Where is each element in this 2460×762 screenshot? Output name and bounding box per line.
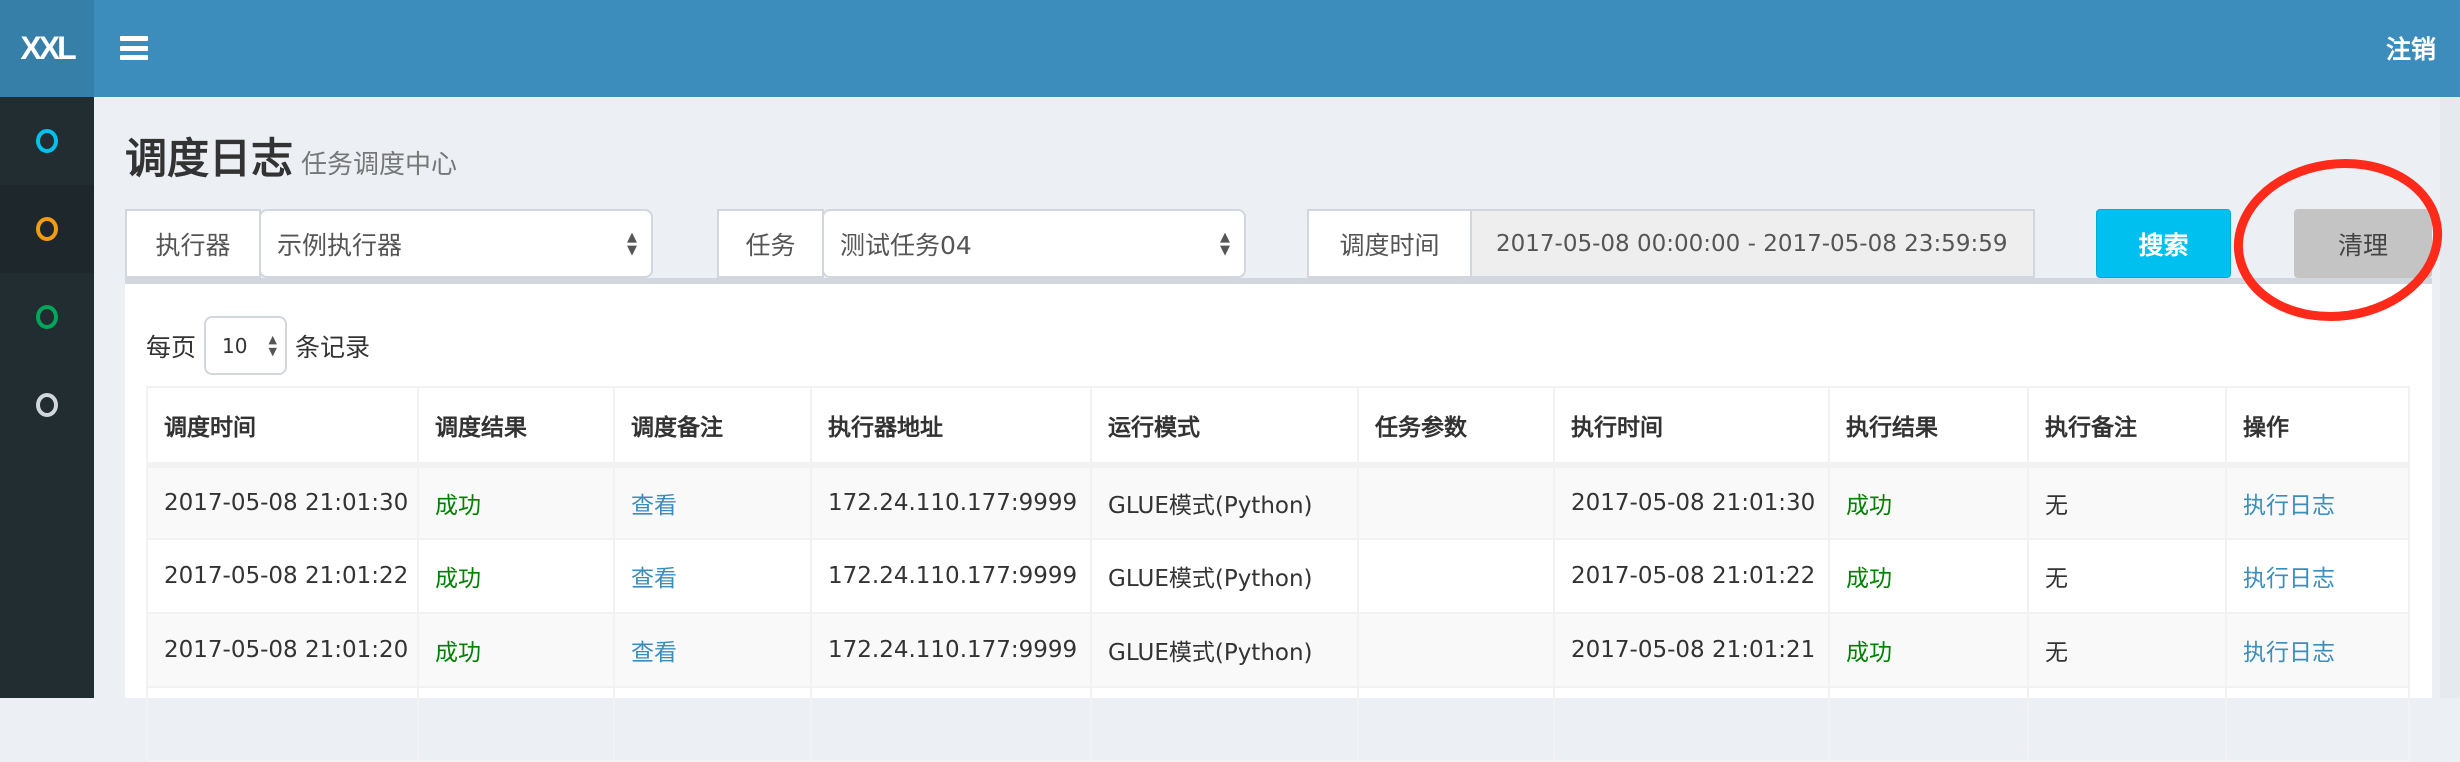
select-arrows-icon: ▲ ▼	[627, 229, 637, 258]
cell-empty	[2027, 686, 2227, 762]
page-size-control: 每页 10 ▲ ▼ 条记录	[146, 316, 370, 375]
executor-label: 执行器	[125, 209, 261, 278]
circle-icon	[36, 393, 58, 417]
executor-select[interactable]: 示例执行器 ▲ ▼	[259, 209, 653, 278]
clear-button[interactable]: 清理	[2294, 209, 2432, 278]
cell-run-mode: GLUE模式(Python)	[1090, 464, 1359, 540]
column-header-actions: 操作	[2225, 386, 2410, 468]
page-size-suffix: 条记录	[295, 332, 371, 362]
column-header-job-params: 任务参数	[1357, 386, 1555, 468]
cell-empty	[1828, 686, 2029, 762]
column-header-exec-result: 执行结果	[1828, 386, 2029, 468]
circle-icon	[36, 305, 58, 329]
executor-select-value: 示例执行器	[277, 230, 403, 260]
menu-toggle-icon[interactable]	[120, 36, 148, 60]
cell-actions[interactable]: 执行日志	[2225, 538, 2410, 614]
search-button[interactable]: 搜索	[2096, 209, 2231, 278]
cell-schedule-note[interactable]: 查看	[613, 464, 812, 540]
log-table: 调度时间 调度结果 调度备注 执行器地址 运行模式 任务参数 执行时间 执行结果 执行备注 操作 …	[146, 386, 2410, 762]
time-label: 调度时间	[1307, 209, 1472, 278]
cell-executor-address: 172.24.110.177:9999	[810, 612, 1092, 688]
cell-empty	[810, 686, 1092, 762]
cell-schedule-note[interactable]: 查看	[613, 612, 812, 688]
cell-schedule-result: 成功	[417, 538, 615, 614]
table-header-row: 调度时间 调度结果 调度备注 执行器地址 运行模式 任务参数 执行时间 执行结果 执行备注 操作	[146, 386, 2410, 468]
cell-empty	[1090, 686, 1359, 762]
cell-exec-note: 无	[2027, 538, 2227, 614]
cell-schedule-result: 成功	[417, 612, 615, 688]
page-size-value: 10	[222, 333, 248, 358]
cell-exec-result: 成功	[1828, 538, 2029, 614]
circle-icon	[36, 129, 58, 153]
page-subtitle: 任务调度中心	[301, 150, 458, 180]
job-select[interactable]: 测试任务04 ▲ ▼	[822, 209, 1246, 278]
cell-job-params	[1357, 538, 1555, 614]
cell-empty	[613, 686, 812, 762]
cell-job-params	[1357, 612, 1555, 688]
sidebar-item-3[interactable]	[0, 273, 94, 361]
cell-exec-time: 2017-05-08 21:01:22	[1553, 538, 1830, 614]
cell-actions[interactable]: 执行日志	[2225, 464, 2410, 540]
cell-empty	[1553, 686, 1830, 762]
column-header-exec-note: 执行备注	[2027, 386, 2227, 468]
job-label: 任务	[717, 209, 824, 278]
column-header-schedule-time: 调度时间	[146, 386, 419, 468]
cell-empty	[417, 686, 615, 762]
cell-job-params	[1357, 464, 1555, 540]
cell-exec-note: 无	[2027, 612, 2227, 688]
select-arrows-icon: ▲ ▼	[1220, 229, 1230, 258]
page-title: 调度日志 任务调度中心	[125, 125, 457, 186]
sidebar	[0, 97, 94, 698]
table-row: 2017-05-08 21:01:20 成功 查看 172.24.110.177:99…	[146, 612, 2410, 688]
date-range-input[interactable]: 2017-05-08 00:00:00 - 2017-05-08 23:59:5…	[1470, 209, 2035, 278]
cell-actions[interactable]: 执行日志	[2225, 612, 2410, 688]
column-header-schedule-note: 调度备注	[613, 386, 812, 468]
column-header-executor-address: 执行器地址	[810, 386, 1092, 468]
cell-empty	[146, 686, 419, 762]
page-title-text: 调度日志	[125, 134, 294, 183]
cell-empty	[2225, 686, 2410, 762]
logo[interactable]: XXL	[0, 0, 94, 97]
column-header-exec-time: 执行时间	[1553, 386, 1830, 468]
sidebar-item-1[interactable]	[0, 97, 94, 185]
cell-schedule-result: 成功	[417, 464, 615, 540]
cell-run-mode: GLUE模式(Python)	[1090, 538, 1359, 614]
sidebar-item-4[interactable]	[0, 361, 94, 449]
cell-exec-result: 成功	[1828, 464, 2029, 540]
page-size-select[interactable]: 10 ▲ ▼	[204, 316, 288, 375]
cell-executor-address: 172.24.110.177:9999	[810, 464, 1092, 540]
column-header-schedule-result: 调度结果	[417, 386, 615, 468]
cell-executor-address: 172.24.110.177:9999	[810, 538, 1092, 614]
column-header-run-mode: 运行模式	[1090, 386, 1359, 468]
select-arrows-icon: ▲ ▼	[268, 332, 278, 358]
cell-exec-time: 2017-05-08 21:01:21	[1553, 612, 1830, 688]
page-scrollbar[interactable]	[2440, 97, 2460, 698]
top-navbar	[0, 0, 2460, 97]
cell-empty	[1357, 686, 1555, 762]
cell-schedule-time: 2017-05-08 21:01:20	[146, 612, 419, 688]
cell-exec-result: 成功	[1828, 612, 2029, 688]
page-size-prefix: 每页	[146, 332, 197, 362]
table-row	[146, 686, 2410, 762]
logout-link[interactable]: 注销	[2385, 35, 2436, 64]
cell-run-mode: GLUE模式(Python)	[1090, 612, 1359, 688]
cell-schedule-time: 2017-05-08 21:01:30	[146, 464, 419, 540]
cell-exec-time: 2017-05-08 21:01:30	[1553, 464, 1830, 540]
circle-icon	[36, 217, 58, 241]
sidebar-item-2[interactable]	[0, 185, 94, 273]
table-row: 2017-05-08 21:01:22 成功 查看 172.24.110.177:99…	[146, 538, 2410, 614]
job-select-value: 测试任务04	[840, 230, 972, 260]
cell-schedule-note[interactable]: 查看	[613, 538, 812, 614]
table-row: 2017-05-08 21:01:30 成功 查看 172.24.110.177:99…	[146, 464, 2410, 540]
cell-exec-note: 无	[2027, 464, 2227, 540]
cell-schedule-time: 2017-05-08 21:01:22	[146, 538, 419, 614]
